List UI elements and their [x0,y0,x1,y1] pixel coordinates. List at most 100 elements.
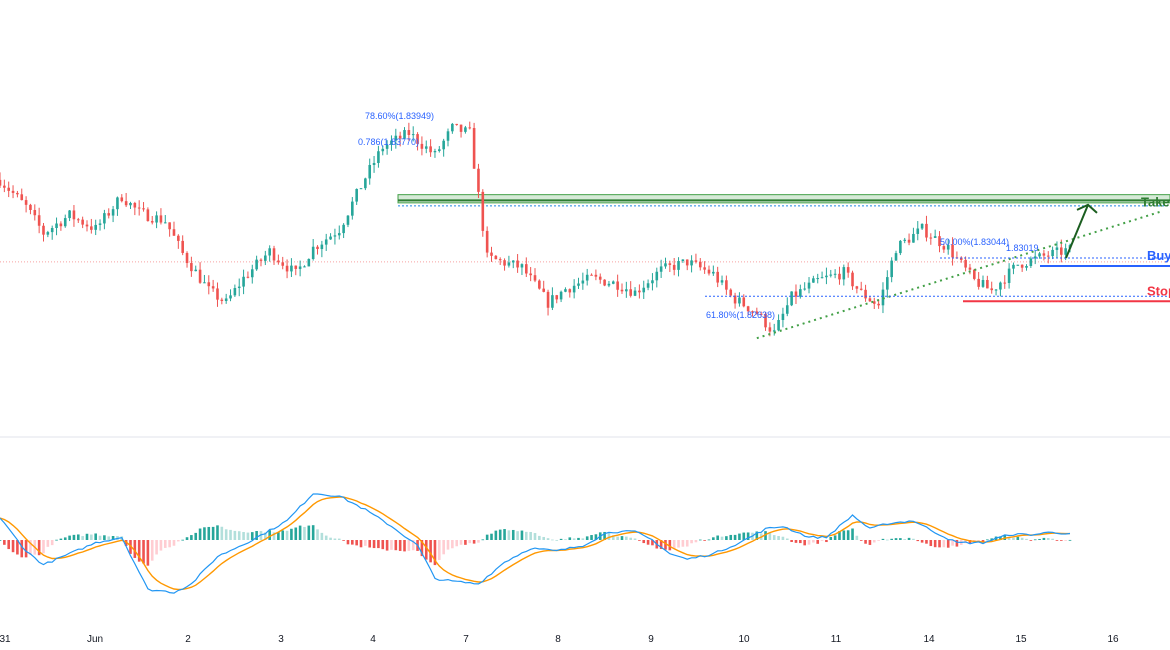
histogram-bar [990,538,994,540]
candle-body [124,201,128,206]
candle-body [946,244,950,250]
candle-body [564,289,567,292]
histogram-bar [1007,537,1011,540]
candle-body [81,219,84,225]
histogram-bar [542,536,545,540]
histogram-bar [285,530,289,540]
histogram-bar [507,530,511,540]
candle-body [298,266,302,269]
histogram-bar [1055,540,1059,541]
candle-body [459,124,463,132]
histogram-bar [1012,537,1015,540]
candle-body [220,299,224,301]
candle-body [237,286,241,289]
candle-body [1060,247,1063,255]
histogram-bar [485,534,489,540]
histogram-bar [385,540,389,551]
candle-body [525,264,528,274]
histogram-bar [381,540,385,550]
histogram-bar [216,525,219,540]
histogram-bar [255,531,258,540]
candle-body [259,259,263,261]
candle-body [498,259,502,261]
histogram-bar [946,540,950,548]
histogram-bar [1020,537,1024,540]
histogram-bar [533,533,537,540]
candle-body [194,269,198,272]
candle-body [616,281,619,290]
candle-body [790,291,793,306]
histogram-bar [603,531,606,540]
candle-body [290,265,293,272]
histogram-bar [742,532,746,540]
candle-body [68,210,71,219]
histogram-bar [677,540,680,548]
histogram-bar [0,540,2,541]
histogram-bar [894,538,898,540]
candle-body [307,259,311,267]
histogram-bar [94,533,97,540]
histogram-bar [1016,536,1020,540]
candle-body [329,236,332,240]
histogram-bar [259,531,263,540]
candle-body [942,246,946,250]
histogram-bar [929,540,933,547]
histogram-bar [1046,538,1050,540]
histogram-bar [146,540,150,566]
candle-body [581,280,585,284]
histogram-bar [46,540,50,547]
candle-body [207,282,211,287]
histogram-bar [433,540,437,566]
candle-body [490,252,493,256]
histogram-bar [794,540,798,543]
candle-body [255,259,258,270]
candle-body [812,278,815,283]
histogram-bar [190,535,193,540]
histogram-bar [3,540,6,545]
histogram-bar [494,530,498,540]
candle-body [316,246,319,250]
candle-body [159,215,163,223]
macd-histogram [0,525,1072,566]
histogram-bar [516,531,519,540]
histogram-bar [281,530,285,540]
histogram-bar [411,540,415,551]
candle-body [664,263,667,267]
candle-body [98,223,102,225]
candle-body [381,148,385,152]
histogram-bar [855,535,859,540]
histogram-bar [294,527,298,540]
candle-body [403,130,406,139]
candle-body [838,273,841,280]
histogram-bar [172,540,176,546]
candle-body [933,236,937,238]
candle-body [216,288,219,300]
histogram-bar [629,537,632,540]
histogram-bar [324,535,328,540]
histogram-bar [1068,539,1072,541]
histogram-bar [685,540,689,547]
histogram-bar [1025,538,1028,540]
histogram-bar [633,538,637,540]
candle-body [407,130,411,135]
candle-body [999,282,1002,290]
candle-body [46,232,50,235]
candle-body [1038,253,1041,257]
histogram-bar [864,540,867,544]
macd-line [0,493,1071,594]
x-tick-label: 11 [831,634,842,645]
candle-body [907,239,911,243]
candle-body [333,235,337,237]
histogram-bar [651,540,654,546]
histogram-bar [907,537,911,540]
candle-body [55,223,58,229]
candle-body [485,230,489,253]
histogram-bar [1060,540,1063,541]
histogram-bar [803,540,806,546]
histogram-bar [912,538,915,540]
candle-body [464,127,467,132]
candle-body [625,289,628,292]
histogram-bar [72,534,76,540]
candle-body [1029,258,1033,266]
candle-body [685,259,689,266]
